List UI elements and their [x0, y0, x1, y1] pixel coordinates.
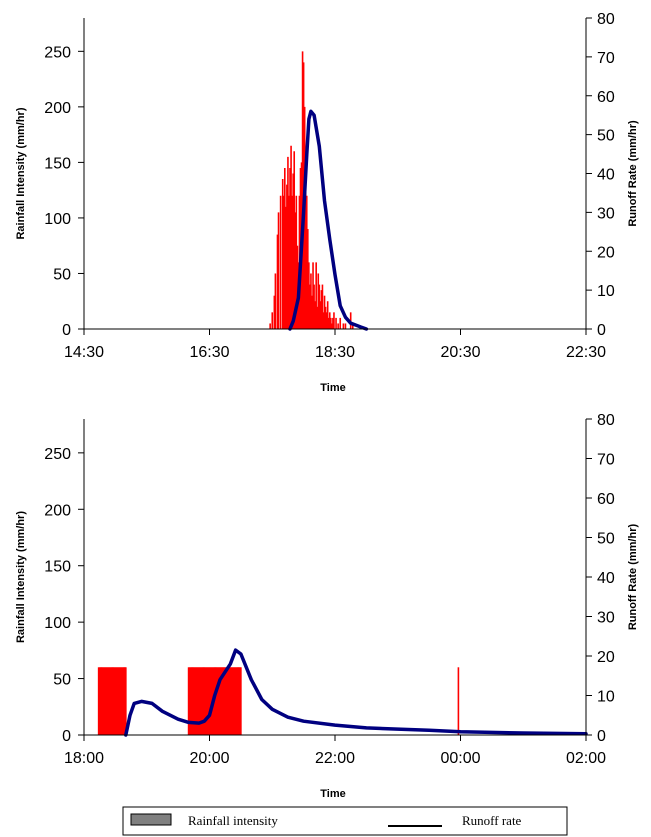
y-tick-label-left: 250: [44, 44, 71, 61]
y-tick-label-right: 30: [597, 205, 615, 222]
y-axis-title-left: Rainfall Intensity (mm/hr): [15, 107, 27, 239]
y-tick-label-right: 0: [597, 322, 606, 339]
y-tick-label-right: 10: [597, 283, 615, 300]
y-axis-title-left: Rainfall Intensity (mm/hr): [15, 511, 27, 643]
y-tick-label-right: 80: [597, 11, 615, 28]
y-axis-title-right: Runoff Rate (mm/hr): [627, 120, 639, 227]
legend-runoff-label: Runoff rate: [462, 813, 522, 828]
y-tick-label-left: 0: [62, 728, 71, 745]
y-tick-label-left: 150: [44, 559, 71, 576]
y-tick-label-left: 50: [53, 672, 71, 689]
x-tick-label: 02:00: [566, 750, 606, 767]
y-tick-label-right: 60: [597, 491, 615, 508]
y-tick-label-right: 50: [597, 128, 615, 145]
x-axis-title: Time: [320, 788, 345, 800]
y-tick-label-right: 30: [597, 610, 615, 627]
y-tick-label-right: 70: [597, 50, 615, 67]
x-tick-label: 22:30: [566, 344, 606, 361]
x-tick-label: 14:30: [64, 344, 104, 361]
x-tick-label: 22:00: [315, 750, 355, 767]
y-tick-label-right: 60: [597, 89, 615, 106]
x-tick-label: 20:00: [189, 750, 229, 767]
chart-top: 0 50 100 150 200 250 0 10 20 30 40 50 60 70 80 14:30 16:…: [15, 11, 639, 394]
y-tick-label-right: 50: [597, 531, 615, 548]
y-axis-title-right: Runoff Rate (mm/hr): [627, 524, 639, 631]
legend: Rainfall intensity Runoff rate: [122, 806, 568, 836]
y-tick-label-left: 250: [44, 446, 71, 463]
y-tick-label-left: 100: [44, 615, 71, 632]
y-tick-label-left: 100: [44, 211, 71, 228]
legend-rain-label: Rainfall intensity: [188, 813, 278, 828]
x-tick-label: 18:00: [64, 750, 104, 767]
legend-rain-swatch: [130, 813, 172, 826]
legend-box: [122, 806, 568, 836]
y-tick-label-left: 200: [44, 100, 71, 117]
x-tick-label: 18:30: [315, 344, 355, 361]
x-axis-title: Time: [320, 382, 345, 394]
y-tick-label-left: 150: [44, 155, 71, 172]
y-tick-label-right: 10: [597, 689, 615, 706]
runoff-line: [288, 109, 369, 331]
y-tick-label-right: 40: [597, 167, 615, 184]
x-tick-label: 16:30: [189, 344, 229, 361]
x-tick-label: 00:00: [440, 750, 480, 767]
y-tick-label-right: 0: [597, 728, 606, 745]
runoff-line: [124, 648, 588, 737]
y-tick-label-left: 200: [44, 502, 71, 519]
y-tick-label-right: 40: [597, 570, 615, 587]
chart-bottom: 0 50 100 150 200 250 0 10 20 30 40 50 60 70 80 18:00 20:…: [15, 412, 639, 800]
y-tick-label-right: 70: [597, 452, 615, 469]
y-tick-label-right: 20: [597, 649, 615, 666]
y-tick-label-left: 50: [53, 266, 71, 283]
y-tick-label-right: 20: [597, 244, 615, 261]
y-tick-label-left: 0: [62, 322, 71, 339]
x-tick-label: 20:30: [440, 344, 480, 361]
y-tick-label-right: 80: [597, 412, 615, 429]
